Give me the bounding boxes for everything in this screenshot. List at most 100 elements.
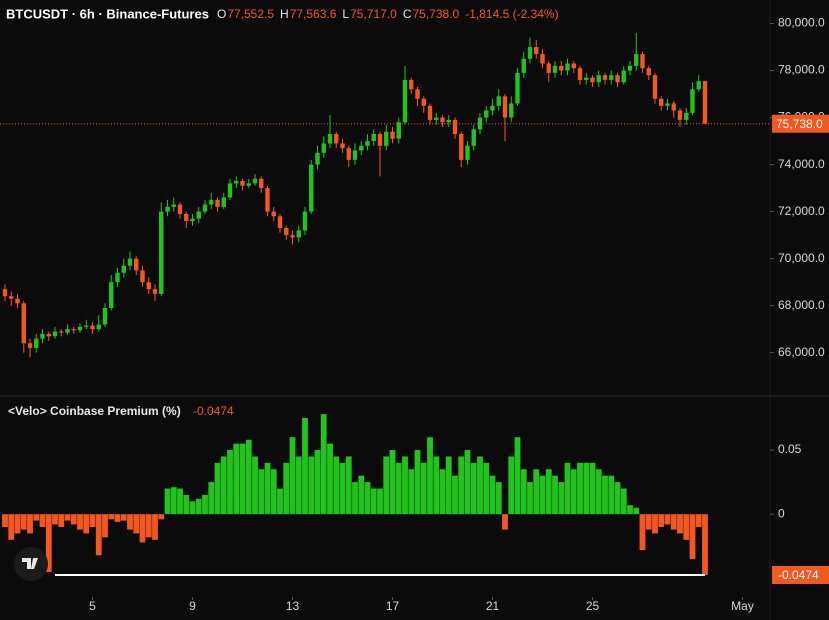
candle-body [215, 199, 220, 207]
candle-body [15, 298, 20, 304]
last-value-label: -0.0474 [778, 568, 819, 582]
y-tick-label: 74,000.0 [778, 157, 825, 171]
premium-bar [270, 469, 277, 515]
candle-body [302, 211, 308, 231]
premium-bar [477, 456, 483, 515]
candle-body [140, 270, 145, 283]
indicator-value: -0.0474 [193, 404, 234, 418]
legend-key: C [403, 7, 412, 21]
candle-body [84, 325, 89, 327]
premium-bar [620, 488, 627, 515]
premium-bar [470, 462, 477, 515]
candle-body [252, 178, 258, 184]
candle-body [515, 72, 520, 104]
legend-value: 77,563.6 [290, 7, 337, 21]
candle-body [552, 65, 558, 73]
premium-bar [189, 501, 196, 515]
premium-bar [320, 414, 327, 515]
candle-body [509, 103, 514, 118]
candle-body [677, 110, 683, 120]
premium-bar [502, 514, 508, 530]
premium-bar [195, 498, 202, 515]
premium-bar [283, 462, 290, 515]
candle-body [452, 119, 458, 135]
legend-key: O [217, 7, 226, 21]
candle-body [221, 197, 226, 207]
premium-bar [152, 514, 158, 540]
premium-bar [89, 514, 96, 528]
candle-body [427, 105, 433, 120]
candle-body [171, 204, 176, 207]
candle-body [434, 117, 439, 120]
premium-bar [133, 514, 140, 534]
candle-body [190, 218, 195, 222]
candle-body [634, 54, 639, 66]
legend-value: 75,717.0 [350, 7, 397, 21]
candle-body [296, 230, 301, 238]
overlay: 75,738.0 -0.0474 [0, 114, 829, 584]
premium-bar [527, 482, 533, 515]
candle-body [446, 119, 451, 123]
candle-body [209, 199, 214, 205]
premium-bar [608, 475, 615, 515]
premium-bar [352, 482, 358, 515]
legend-key: H [280, 7, 289, 21]
premium-bar [333, 456, 340, 515]
premium-bar [183, 494, 190, 515]
candle-body [371, 134, 376, 142]
candle-body [346, 148, 351, 160]
premium-bar [439, 469, 446, 515]
premium-bar [295, 456, 302, 515]
premium-bar [308, 456, 315, 515]
candle-body [465, 145, 470, 160]
candle-body [246, 183, 251, 186]
premium-bar [383, 456, 390, 515]
candle-body [40, 333, 45, 339]
premium-bar [64, 514, 71, 521]
legend-key: L [342, 7, 349, 21]
premium-bar [345, 456, 352, 515]
premium-bar [639, 514, 646, 551]
candle-body [102, 308, 108, 325]
premium-bar [170, 487, 177, 515]
chart-header: BTCUSDT · 6h · Binance-Futures O 77,552.5… [6, 6, 559, 21]
candle-body [684, 112, 689, 120]
candle-body [490, 105, 495, 111]
x-tick-label: 25 [586, 599, 600, 613]
candle-body [627, 65, 633, 71]
premium-bar [233, 443, 240, 515]
premium-bar [139, 514, 146, 543]
premium-bar [289, 437, 296, 515]
candle-body [234, 181, 239, 184]
candle-body [146, 282, 151, 290]
premium-bar [495, 482, 502, 515]
premium-bar [627, 505, 633, 515]
candle-body [590, 77, 595, 83]
y-tick-label: 80,000.0 [778, 16, 825, 30]
candle-body [271, 211, 276, 217]
premium-bar [20, 514, 27, 530]
premium-bar [70, 514, 77, 525]
premium-bar [164, 488, 171, 515]
x-tick-label: 21 [486, 599, 500, 613]
candle-body [596, 75, 601, 83]
premium-bar [208, 482, 215, 515]
premium-bar [258, 469, 265, 515]
premium-bar [377, 488, 383, 515]
premium-bar [27, 514, 33, 534]
candle-body [259, 178, 264, 189]
premium-bar [589, 462, 596, 515]
candle-body [127, 258, 133, 266]
premium-bar [702, 514, 708, 575]
premium-bar [445, 456, 452, 515]
premium-pane: 0.05 0 5 9 13 17 21 25 May [2, 414, 802, 613]
premium-bar [264, 462, 271, 515]
premium-bar [452, 475, 458, 515]
premium-bar [570, 469, 577, 515]
premium-bar [358, 475, 365, 515]
candle-body [327, 134, 333, 144]
premium-bar [633, 507, 640, 515]
premium-bar [302, 417, 308, 515]
premium-bar [583, 462, 590, 515]
